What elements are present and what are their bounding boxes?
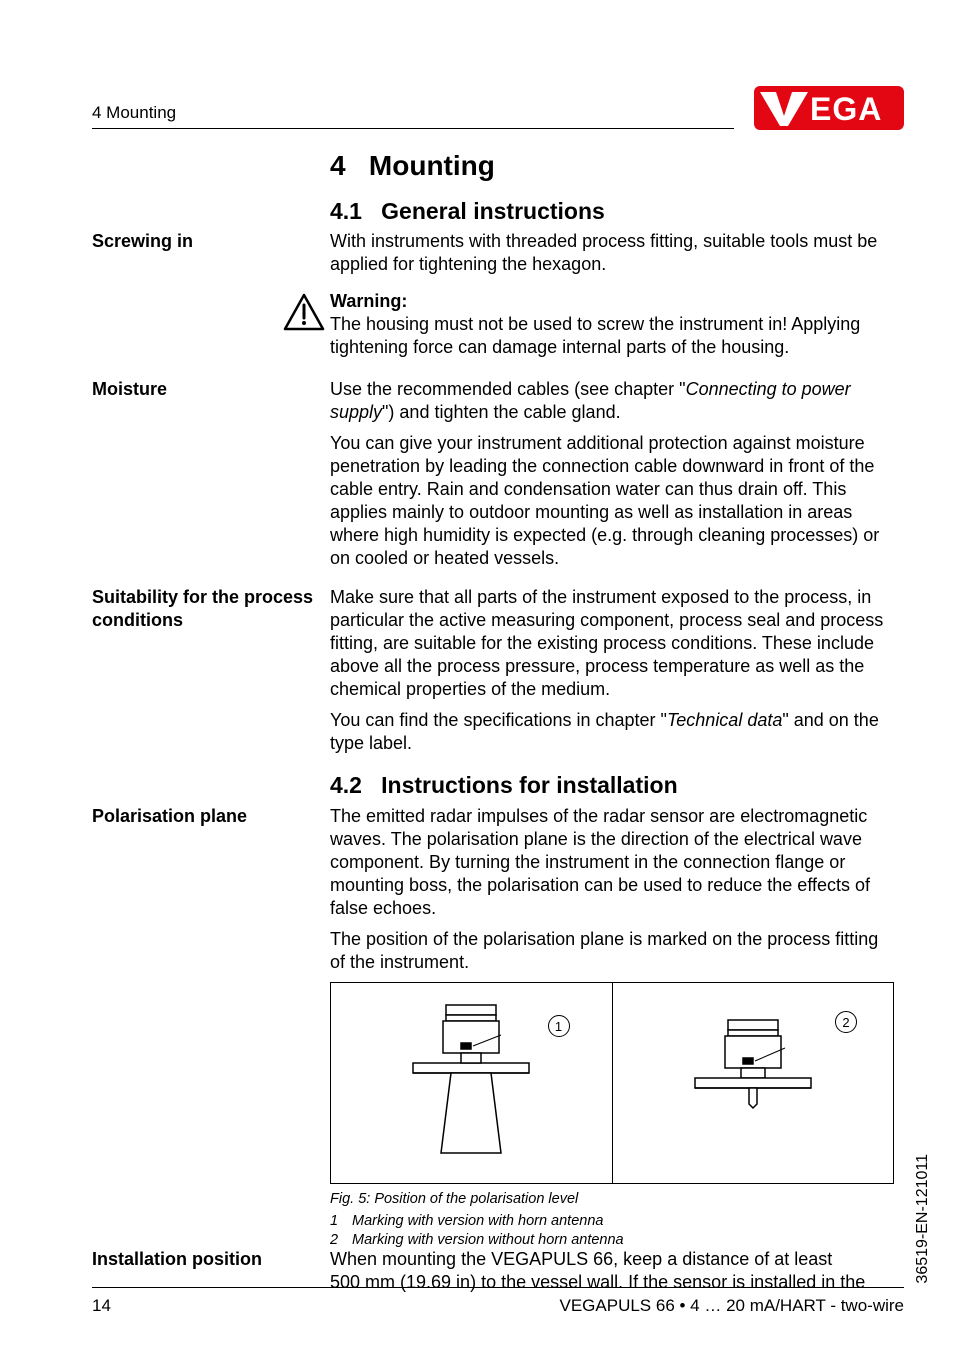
footer-page-number: 14: [92, 1296, 111, 1316]
moisture-p2: You can give your instrument additional …: [330, 432, 894, 570]
moisture-p1b: ") and tighten the cable gland.: [382, 402, 621, 422]
suit-p2: You can find the specifications in chapt…: [330, 709, 894, 755]
page-header: 4 Mounting EGA: [92, 86, 904, 129]
figure-5-right: 2: [612, 983, 894, 1183]
figure-legend-1: 1Marking with version with horn antenna: [330, 1212, 894, 1232]
warning-body: The housing must not be used to screw th…: [330, 313, 894, 359]
figure-5-left: 1: [331, 983, 612, 1183]
screwing-p1: With instruments with threaded process f…: [330, 230, 894, 276]
figure-caption: Fig. 5: Position of the polarisation lev…: [330, 1190, 894, 1210]
fig-l1-txt: Marking with version with horn antenna: [352, 1213, 603, 1229]
callout-2-num: 2: [835, 1011, 857, 1033]
chapter-num: 4: [330, 150, 346, 181]
moisture-p1a: Use the recommended cables (see chapter …: [330, 379, 686, 399]
moisture-p1: Use the recommended cables (see chapter …: [330, 378, 894, 424]
polar-p2: The position of the polarisation plane i…: [330, 928, 894, 974]
s41-num: 4.1: [330, 198, 362, 224]
svg-text:EGA: EGA: [810, 91, 882, 127]
polar-p1: The emitted radar impulses of the radar …: [330, 805, 894, 920]
chapter-heading: 4 Mounting: [330, 150, 894, 182]
label-installation-position: Installation position: [92, 1249, 262, 1269]
s41-title: General instructions: [381, 198, 605, 224]
fig-l1-num: 1: [330, 1212, 352, 1232]
section-4-1-heading: 4.1 General instructions: [330, 198, 894, 225]
suit-p2-ital: Technical data: [667, 710, 782, 730]
s42-num: 4.2: [330, 772, 362, 798]
header-section: 4 Mounting: [92, 103, 176, 122]
figure-5: 1: [330, 982, 894, 1184]
callout-1-num: 1: [548, 1015, 570, 1037]
footer-doc-id: 36519-EN-121011: [914, 1154, 932, 1284]
label-screwing-in: Screwing in: [92, 231, 193, 251]
suit-p2a: You can find the specifications in chapt…: [330, 710, 667, 730]
warning-icon: [282, 292, 326, 337]
label-polarisation: Polarisation plane: [92, 806, 247, 826]
fig-l2-txt: Marking with version without horn antenn…: [352, 1232, 624, 1248]
label-moisture: Moisture: [92, 379, 167, 399]
footer-rule: [92, 1287, 904, 1288]
figure-callout-2: 2: [835, 1011, 857, 1033]
footer-product: VEGAPULS 66 • 4 … 20 mA/HART - two-wire: [560, 1296, 905, 1316]
suit-p1: Make sure that all parts of the instrume…: [330, 586, 894, 701]
section-4-2-heading: 4.2 Instructions for installation: [330, 772, 894, 799]
vega-logo: EGA: [754, 86, 904, 135]
warning-title: Warning:: [330, 291, 407, 311]
figure-callout-1: 1: [548, 1015, 570, 1037]
s42-title: Instructions for installation: [381, 772, 677, 798]
chapter-title: Mounting: [369, 150, 495, 181]
label-suitability: Suitability for the process conditions: [92, 587, 313, 630]
